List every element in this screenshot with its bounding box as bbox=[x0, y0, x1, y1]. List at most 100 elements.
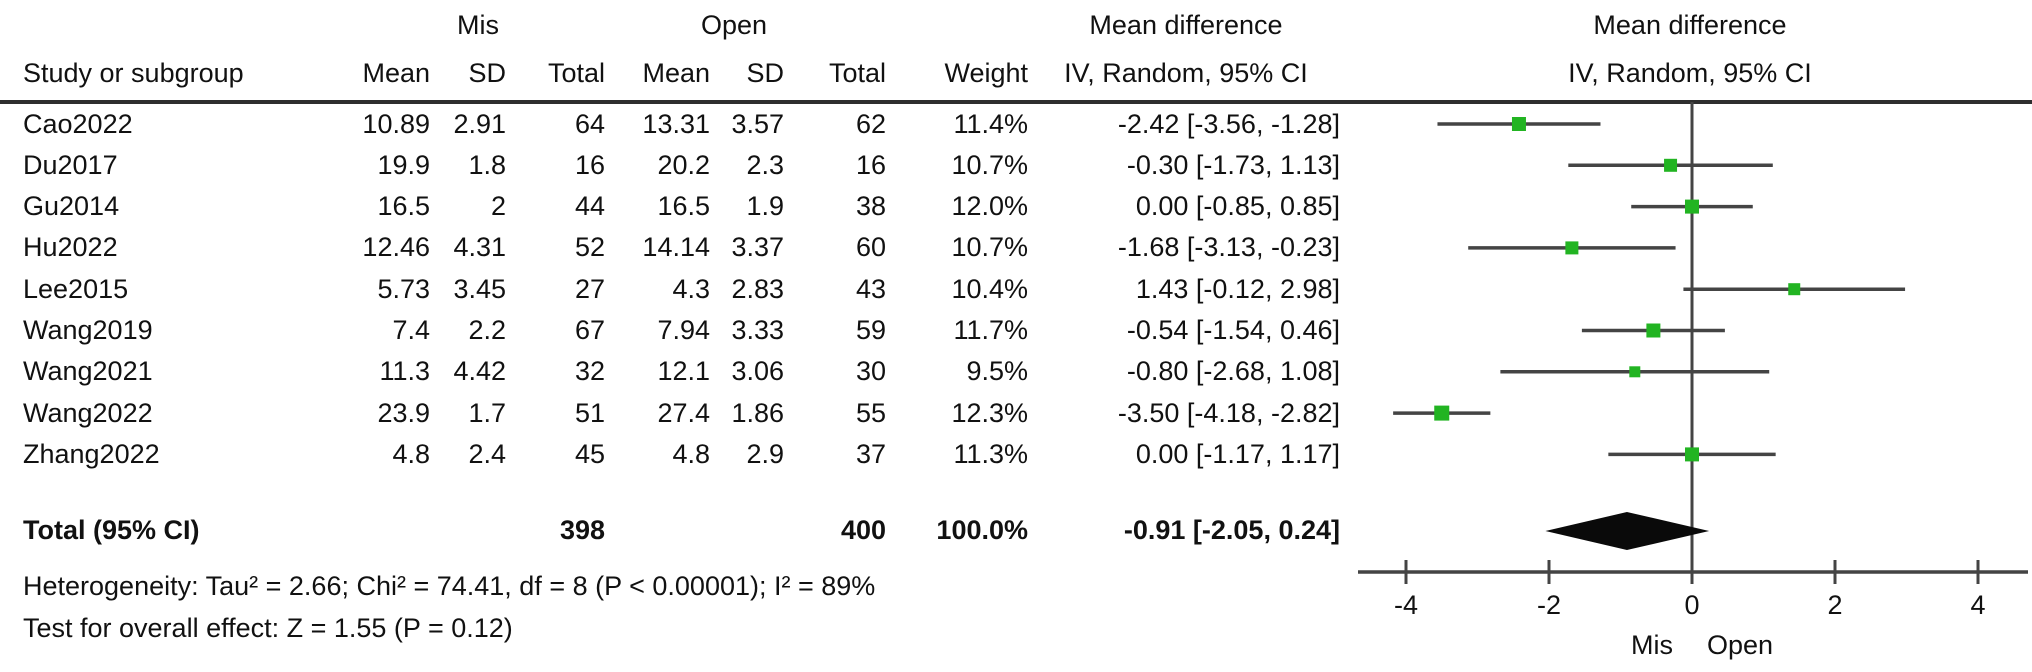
mis-sd: 4.42 bbox=[453, 356, 506, 387]
overall-effect-text: Test for overall effect: Z = 1.55 (P = 0… bbox=[23, 613, 513, 643]
row-weight: 10.4% bbox=[951, 273, 1028, 304]
col-sd1: SD bbox=[468, 58, 506, 88]
total-ci-label: -0.91 [-2.05, 0.24] bbox=[1123, 515, 1340, 545]
mis-mean: 23.9 bbox=[377, 397, 430, 428]
open-total: 38 bbox=[855, 191, 886, 222]
mis-total: 16 bbox=[574, 149, 605, 180]
header-separator bbox=[0, 100, 2032, 104]
mis-sd: 1.8 bbox=[468, 149, 506, 180]
open-total: 59 bbox=[855, 315, 886, 345]
favours-left-label: Mis bbox=[1631, 630, 1673, 660]
study-marker bbox=[1685, 447, 1699, 462]
mis-sd: 2.2 bbox=[468, 315, 506, 345]
study-marker bbox=[1646, 323, 1661, 338]
total-weight: 100.0% bbox=[936, 515, 1028, 545]
row-weight: 11.3% bbox=[953, 438, 1028, 469]
axis-tick-label: 0 bbox=[1684, 590, 1699, 620]
open-total: 30 bbox=[855, 356, 886, 387]
mis-mean: 5.73 bbox=[377, 273, 430, 304]
row-ci-label: -0.80 [-2.68, 1.08] bbox=[1126, 356, 1340, 387]
total-n1: 398 bbox=[559, 515, 605, 545]
mis-mean: 19.9 bbox=[377, 149, 430, 180]
axis-tick-label: 4 bbox=[1970, 590, 1985, 620]
col-mean1: Mean bbox=[362, 58, 430, 88]
row-ci-label: -2.42 [-3.56, -1.28] bbox=[1117, 108, 1340, 139]
open-total: 43 bbox=[855, 273, 886, 304]
mis-mean: 16.5 bbox=[377, 191, 430, 222]
favours-right-label: Open bbox=[1707, 630, 1773, 660]
mis-sd: 2 bbox=[490, 191, 506, 222]
row-ci-label: 0.00 [-1.17, 1.17] bbox=[1135, 438, 1340, 469]
row-ci-label: -0.54 [-1.54, 0.46] bbox=[1126, 315, 1340, 345]
open-sd: 3.57 bbox=[731, 108, 784, 139]
study-marker bbox=[1434, 405, 1450, 421]
total-label: Total (95% CI) bbox=[23, 515, 200, 545]
open-sd: 3.33 bbox=[731, 315, 784, 345]
col-weight: Weight bbox=[944, 58, 1028, 88]
study-marker bbox=[1788, 283, 1801, 296]
row-weight: 12.3% bbox=[951, 397, 1028, 428]
open-mean: 16.5 bbox=[657, 191, 710, 222]
mis-total: 64 bbox=[574, 108, 605, 139]
row-ci-label: 1.43 [-0.12, 2.98] bbox=[1135, 273, 1340, 304]
row-weight: 10.7% bbox=[951, 149, 1028, 180]
open-mean: 14.14 bbox=[642, 232, 710, 263]
group2-header: Open bbox=[700, 10, 768, 40]
md-text-subtitle: IV, Random, 95% CI bbox=[1064, 58, 1308, 88]
mis-total: 51 bbox=[574, 397, 605, 428]
open-sd: 3.06 bbox=[731, 356, 784, 387]
mis-total: 67 bbox=[574, 315, 605, 345]
open-total: 37 bbox=[855, 438, 886, 469]
col-sd2: SD bbox=[746, 58, 784, 88]
open-total: 62 bbox=[855, 108, 886, 139]
col-total2: Total bbox=[828, 58, 886, 88]
open-sd: 1.9 bbox=[746, 191, 784, 222]
group1-header: Mis bbox=[457, 10, 499, 40]
row-ci-label: 0.00 [-0.85, 0.85] bbox=[1135, 191, 1340, 222]
axis-tick-label: -2 bbox=[1537, 590, 1561, 620]
study-name: Du2017 bbox=[23, 149, 118, 180]
study-name: Wang2021 bbox=[23, 356, 153, 387]
open-mean: 20.2 bbox=[657, 149, 710, 180]
study-name: Hu2022 bbox=[23, 232, 118, 263]
md-plot-title: Mean difference bbox=[1593, 10, 1787, 40]
open-total: 55 bbox=[855, 397, 886, 428]
open-mean: 7.94 bbox=[657, 315, 710, 345]
study-name: Cao2022 bbox=[23, 108, 133, 139]
mis-total: 45 bbox=[574, 438, 605, 469]
mis-sd: 3.45 bbox=[453, 273, 506, 304]
study-marker bbox=[1565, 241, 1579, 255]
heterogeneity-text: Heterogeneity: Tau² = 2.66; Chi² = 74.41… bbox=[23, 571, 876, 601]
col-mean2: Mean bbox=[642, 58, 710, 88]
open-mean: 13.31 bbox=[642, 108, 710, 139]
study-marker bbox=[1685, 199, 1699, 214]
study-marker bbox=[1511, 117, 1526, 131]
open-sd: 2.3 bbox=[746, 149, 784, 180]
mis-sd: 1.7 bbox=[468, 397, 506, 428]
mis-mean: 10.89 bbox=[362, 108, 430, 139]
row-weight: 11.4% bbox=[953, 108, 1028, 139]
open-total: 16 bbox=[855, 149, 886, 180]
col-total1: Total bbox=[547, 58, 605, 88]
open-mean: 27.4 bbox=[657, 397, 710, 428]
mis-sd: 2.91 bbox=[453, 108, 506, 139]
row-weight: 11.7% bbox=[953, 315, 1028, 345]
open-sd: 2.9 bbox=[746, 438, 784, 469]
mis-total: 44 bbox=[574, 191, 605, 222]
row-ci-label: -1.68 [-3.13, -0.23] bbox=[1117, 232, 1340, 263]
mis-mean: 7.4 bbox=[392, 315, 430, 345]
open-total: 60 bbox=[855, 232, 886, 263]
total-diamond bbox=[1545, 512, 1710, 550]
open-sd: 3.37 bbox=[731, 232, 784, 263]
row-ci-label: -3.50 [-4.18, -2.82] bbox=[1117, 397, 1340, 428]
open-mean: 4.8 bbox=[672, 438, 710, 469]
row-weight: 10.7% bbox=[951, 232, 1028, 263]
study-name: Zhang2022 bbox=[23, 438, 160, 469]
open-sd: 2.83 bbox=[731, 273, 784, 304]
open-sd: 1.86 bbox=[731, 397, 784, 428]
study-marker bbox=[1629, 366, 1641, 378]
study-col-header: Study or subgroup bbox=[23, 58, 244, 88]
